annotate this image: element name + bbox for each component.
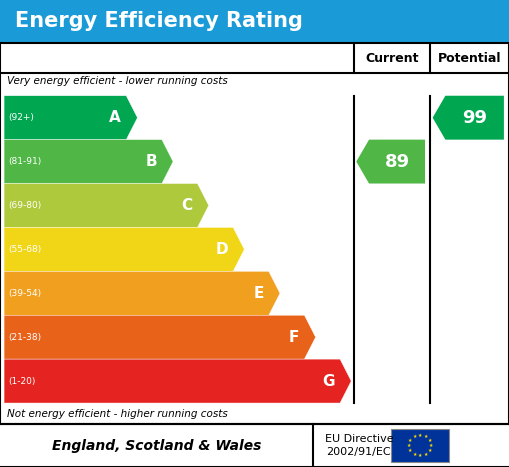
Polygon shape <box>4 227 244 271</box>
Text: ★: ★ <box>427 448 432 453</box>
Text: D: D <box>215 242 228 257</box>
Text: ★: ★ <box>418 433 422 438</box>
Text: 99: 99 <box>462 109 487 127</box>
Text: ★: ★ <box>408 438 413 443</box>
Text: EU Directive
2002/91/EC: EU Directive 2002/91/EC <box>325 434 393 457</box>
Text: ★: ★ <box>412 434 416 439</box>
Text: (21-38): (21-38) <box>8 333 41 342</box>
Text: Current: Current <box>365 52 419 64</box>
Text: C: C <box>181 198 192 213</box>
Bar <box>0 0 509 43</box>
Polygon shape <box>4 184 209 227</box>
Polygon shape <box>4 140 173 184</box>
Polygon shape <box>4 96 137 140</box>
Text: Potential: Potential <box>438 52 501 64</box>
Text: ★: ★ <box>412 452 416 457</box>
Polygon shape <box>4 271 280 315</box>
Text: B: B <box>145 154 157 169</box>
Text: Energy Efficiency Rating: Energy Efficiency Rating <box>15 12 303 31</box>
Text: F: F <box>289 330 299 345</box>
Text: ★: ★ <box>407 443 411 448</box>
Polygon shape <box>4 359 351 403</box>
Text: G: G <box>322 374 335 389</box>
Polygon shape <box>356 140 425 184</box>
Text: ★: ★ <box>429 443 433 448</box>
Polygon shape <box>433 96 504 140</box>
Text: (69-80): (69-80) <box>8 201 41 210</box>
Text: Very energy efficient - lower running costs: Very energy efficient - lower running co… <box>7 76 228 86</box>
Text: (81-91): (81-91) <box>8 157 41 166</box>
Text: A: A <box>109 110 121 125</box>
Bar <box>390 429 449 462</box>
Text: ★: ★ <box>427 438 432 443</box>
Text: (55-68): (55-68) <box>8 245 41 254</box>
Text: (39-54): (39-54) <box>8 289 41 298</box>
Text: ★: ★ <box>423 452 428 457</box>
Text: 89: 89 <box>384 153 410 170</box>
Text: ★: ★ <box>418 453 422 458</box>
Text: (1-20): (1-20) <box>8 376 36 386</box>
Text: ★: ★ <box>408 448 413 453</box>
Text: Not energy efficient - higher running costs: Not energy efficient - higher running co… <box>7 409 228 418</box>
Text: (92+): (92+) <box>8 113 34 122</box>
Text: E: E <box>253 286 264 301</box>
Polygon shape <box>4 315 316 359</box>
Text: England, Scotland & Wales: England, Scotland & Wales <box>52 439 261 453</box>
Text: ★: ★ <box>423 434 428 439</box>
